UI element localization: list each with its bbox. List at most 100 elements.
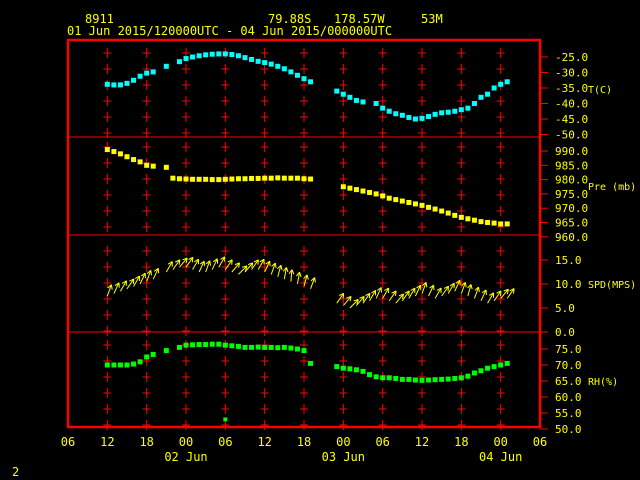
data-point: [393, 197, 399, 203]
data-point: [163, 348, 169, 354]
data-point: [124, 154, 130, 160]
data-point: [406, 376, 412, 382]
panel-label: T(C): [588, 85, 612, 96]
x-tick-label: 12: [415, 435, 429, 449]
wind-arrow-head: [241, 265, 248, 268]
data-point: [163, 63, 169, 69]
wind-arrow-head: [436, 287, 442, 292]
wind-arrow-head: [474, 286, 479, 291]
x-tick-label: 06: [61, 435, 75, 449]
data-point: [104, 362, 110, 368]
data-point: [452, 212, 458, 218]
wind-arrow: [493, 290, 502, 302]
y-tick-label: -40.0: [555, 98, 588, 111]
y-tick-label: 65.0: [555, 375, 582, 388]
data-point: [294, 346, 300, 352]
x-tick-label: 12: [257, 435, 271, 449]
wind-arrow-head: [150, 270, 153, 276]
wind-arrow-head: [182, 257, 188, 261]
data-point: [163, 164, 169, 170]
y-tick-label: 990.0: [555, 145, 588, 158]
wind-arrow-head: [503, 288, 509, 292]
data-point: [255, 58, 261, 64]
data-point: [373, 191, 379, 197]
data-point: [288, 345, 294, 351]
data-point: [275, 175, 281, 181]
data-point: [498, 221, 504, 227]
wind-arrow: [172, 259, 181, 270]
data-point: [439, 376, 445, 382]
data-point: [308, 176, 314, 182]
data-point: [412, 201, 418, 207]
wind-arrow-head: [194, 258, 199, 263]
data-point: [471, 101, 477, 106]
y-tick-label: -45.0: [555, 113, 588, 126]
y-tick-label: 70.0: [555, 359, 582, 372]
data-point: [478, 219, 484, 225]
data-point: [498, 362, 504, 368]
data-point: [301, 348, 307, 354]
wind-arrow-head: [356, 299, 359, 305]
data-point: [249, 56, 255, 62]
wind-arrow: [106, 284, 112, 297]
wind-arrow: [270, 262, 276, 275]
wind-arrow: [192, 258, 199, 270]
wind-arrow-head: [291, 269, 295, 275]
data-point: [275, 345, 281, 351]
data-point: [117, 362, 123, 368]
data-point: [406, 199, 412, 205]
wind-arrow-head: [391, 290, 397, 294]
wind-arrow-head: [251, 262, 254, 268]
data-point: [380, 375, 386, 381]
wind-arrow-head: [265, 260, 271, 265]
data-point: [458, 107, 464, 113]
wind-arrow-head: [376, 287, 382, 291]
wind-arrow-head: [175, 259, 180, 263]
wind-arrow: [506, 288, 515, 299]
data-point: [458, 214, 464, 220]
wind-arrow-head: [449, 282, 455, 287]
data-point: [137, 159, 143, 165]
wind-arrow: [395, 293, 404, 304]
wind-arrow-head: [188, 256, 194, 261]
wind-arrow-head: [280, 265, 283, 271]
wind-arrow-head: [271, 262, 276, 267]
wind-arrow: [401, 290, 410, 302]
data-point: [393, 111, 399, 117]
data-point: [281, 66, 287, 72]
wind-arrow: [165, 261, 173, 273]
wind-arrow-head: [478, 287, 480, 293]
wind-arrow-head: [384, 287, 389, 292]
wind-arrow-head: [395, 290, 397, 296]
data-point: [485, 365, 491, 371]
wind-arrow: [152, 268, 159, 280]
wind-arrow: [179, 257, 188, 268]
wind-arrow-head: [220, 256, 226, 260]
data-point: [308, 79, 314, 85]
wind-arrow-head: [247, 262, 253, 266]
data-point: [124, 80, 130, 86]
data-point: [491, 364, 497, 370]
data-point: [471, 370, 477, 376]
data-point: [465, 105, 471, 111]
data-point: [249, 175, 255, 181]
data-point: [262, 344, 268, 350]
data-point: [144, 70, 150, 76]
data-point: [294, 175, 300, 181]
wind-arrow: [434, 287, 442, 299]
wind-arrow-head: [314, 277, 316, 283]
data-point: [176, 59, 182, 65]
data-point: [288, 69, 294, 75]
data-point: [367, 189, 373, 195]
y-tick-label: -50.0: [555, 129, 588, 142]
wind-arrow-head: [114, 282, 120, 287]
data-point: [249, 344, 255, 350]
data-point: [137, 73, 143, 79]
data-point: [294, 72, 300, 78]
data-point: [242, 55, 248, 61]
y-tick-label: -25.0: [555, 51, 588, 64]
wind-arrow-head: [443, 285, 449, 289]
x-tick-label: 06: [218, 435, 232, 449]
data-point: [268, 61, 274, 67]
data-point: [216, 177, 222, 183]
